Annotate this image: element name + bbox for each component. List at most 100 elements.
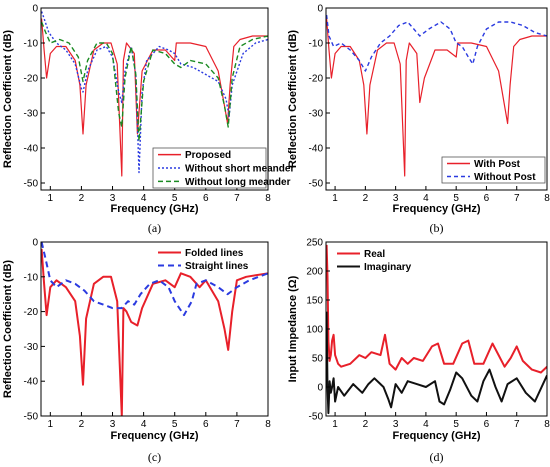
legend: Real Imaginary bbox=[332, 247, 414, 273]
y-tick-label: -10 bbox=[24, 39, 39, 50]
series-group bbox=[326, 14, 547, 177]
series-line-straight-lines bbox=[41, 242, 268, 317]
x-tick-label: 4 bbox=[423, 193, 429, 204]
series-line-imaginary bbox=[326, 311, 547, 415]
x-tick-label: 6 bbox=[484, 193, 490, 204]
x-tick-label: 2 bbox=[79, 419, 85, 430]
y-tick-label: -40 bbox=[309, 144, 324, 155]
x-tick-label: 8 bbox=[544, 419, 550, 430]
plot-frame bbox=[325, 7, 548, 191]
x-tick-label: 3 bbox=[393, 419, 399, 430]
series-line-with-post bbox=[326, 18, 547, 177]
x-tick-label: 7 bbox=[234, 419, 240, 430]
x-tick-label: 4 bbox=[141, 419, 147, 430]
y-tick-label: -50 bbox=[24, 179, 39, 190]
legend-label: Real bbox=[364, 249, 385, 260]
y-tick-label: 200 bbox=[306, 267, 323, 278]
panel-a: 1 2 3 4 5 6 7 8 0 -10 -20 -30 -40 -50 Frequency (GHz) R… bbox=[2, 4, 294, 236]
x-axis-label: Frequency (GHz) bbox=[392, 430, 480, 442]
y-tick-label: -50 bbox=[309, 412, 324, 423]
y-tick-label: -40 bbox=[24, 377, 39, 388]
y-tick-label: -40 bbox=[24, 144, 39, 155]
legend-label: Without long meander bbox=[185, 177, 291, 188]
legend: Proposed Without short meander Without lon… bbox=[152, 147, 294, 189]
x-tick-label: 3 bbox=[110, 419, 116, 430]
x-tick-label: 8 bbox=[544, 193, 550, 204]
y-tick-label: -30 bbox=[309, 109, 324, 120]
legend-label: Without Post bbox=[474, 172, 536, 183]
x-tick-label: 3 bbox=[110, 193, 116, 204]
y-axis-label: Reflection Coefficient (dB) bbox=[287, 30, 299, 168]
x-tick-label: 8 bbox=[265, 419, 271, 430]
plot-frame bbox=[40, 241, 269, 417]
x-tick-label: 5 bbox=[172, 419, 178, 430]
panel-d: 1 2 3 4 5 6 7 8 250 200 150 100 50 0 -50 Frequency (GHz… bbox=[287, 238, 550, 465]
panel-caption: (b) bbox=[430, 221, 444, 235]
x-tick-label: 4 bbox=[423, 419, 429, 430]
legend-label: Imaginary bbox=[364, 262, 412, 273]
series-line-without-short-meander bbox=[41, 11, 268, 174]
series-line-folded-lines bbox=[41, 248, 268, 416]
legend-box bbox=[153, 246, 266, 272]
panel-b: 1 2 3 4 5 6 7 8 0 -10 -20 -30 -40 -50 Frequency (GHz) R… bbox=[287, 4, 550, 236]
legend-label: Folded lines bbox=[185, 248, 244, 259]
y-tick-label: 0 bbox=[32, 238, 38, 249]
legend-label: Without short meander bbox=[185, 164, 294, 175]
x-tick-label: 6 bbox=[203, 419, 209, 430]
y-tick-label: -30 bbox=[24, 342, 39, 353]
x-tick-label: 5 bbox=[453, 419, 459, 430]
x-tick-label: 7 bbox=[234, 193, 240, 204]
legend-box bbox=[441, 156, 546, 184]
y-tick-label: 50 bbox=[312, 354, 324, 365]
legend-label: With Post bbox=[474, 159, 521, 170]
legend-label: Straight lines bbox=[185, 261, 249, 272]
y-tick-label: -20 bbox=[309, 74, 324, 85]
y-axis-label: Reflection Coefficient (dB) bbox=[2, 260, 14, 398]
x-tick-label: 1 bbox=[332, 193, 338, 204]
plot-frame bbox=[40, 7, 269, 191]
legend-label: Proposed bbox=[185, 150, 231, 161]
x-tick-label: 4 bbox=[141, 193, 147, 204]
y-tick-label: -50 bbox=[24, 412, 39, 423]
panel-caption: (d) bbox=[430, 450, 444, 464]
y-tick-label: 150 bbox=[306, 296, 323, 307]
legend-box bbox=[332, 247, 414, 273]
y-tick-label: -50 bbox=[309, 179, 324, 190]
x-tick-label: 2 bbox=[363, 193, 369, 204]
x-axis-label: Frequency (GHz) bbox=[110, 430, 198, 442]
panel-caption: (a) bbox=[148, 221, 161, 235]
x-tick-label: 1 bbox=[48, 193, 54, 204]
panel-c: 1 2 3 4 5 6 7 8 0 -10 -20 -30 -40 -50 Frequency (GHz) R… bbox=[2, 238, 271, 465]
y-tick-label: -10 bbox=[24, 272, 39, 283]
panel-caption: (c) bbox=[148, 450, 161, 464]
series-group bbox=[41, 11, 268, 177]
x-tick-label: 1 bbox=[332, 419, 338, 430]
x-tick-label: 2 bbox=[363, 419, 369, 430]
x-tick-label: 7 bbox=[514, 193, 520, 204]
y-axis-label: Input Impedance (Ω) bbox=[287, 275, 299, 382]
series-line-proposed bbox=[41, 18, 268, 177]
x-tick-label: 3 bbox=[393, 193, 399, 204]
series-group bbox=[326, 244, 547, 415]
x-tick-label: 5 bbox=[453, 193, 459, 204]
series-line-without-post bbox=[326, 14, 547, 72]
y-axis-label: Reflection Coefficient (dB) bbox=[2, 30, 14, 168]
x-tick-label: 1 bbox=[48, 419, 54, 430]
x-tick-label: 2 bbox=[79, 193, 85, 204]
x-axis-label: Frequency (GHz) bbox=[392, 203, 480, 215]
series-line-without-long-meander bbox=[41, 21, 268, 142]
series-line-real bbox=[326, 244, 547, 374]
legend: With Post Without Post bbox=[441, 156, 546, 184]
y-tick-label: 250 bbox=[306, 238, 323, 249]
y-tick-label: 0 bbox=[317, 383, 323, 394]
x-tick-label: 7 bbox=[514, 419, 520, 430]
series-group bbox=[41, 242, 268, 416]
legend: Folded lines Straight lines bbox=[153, 246, 266, 272]
y-tick-label: -30 bbox=[24, 109, 39, 120]
y-tick-label: 100 bbox=[306, 325, 323, 336]
x-tick-label: 5 bbox=[172, 193, 178, 204]
y-tick-label: 0 bbox=[32, 4, 38, 15]
y-tick-label: -20 bbox=[24, 74, 39, 85]
x-axis-label: Frequency (GHz) bbox=[110, 203, 198, 215]
